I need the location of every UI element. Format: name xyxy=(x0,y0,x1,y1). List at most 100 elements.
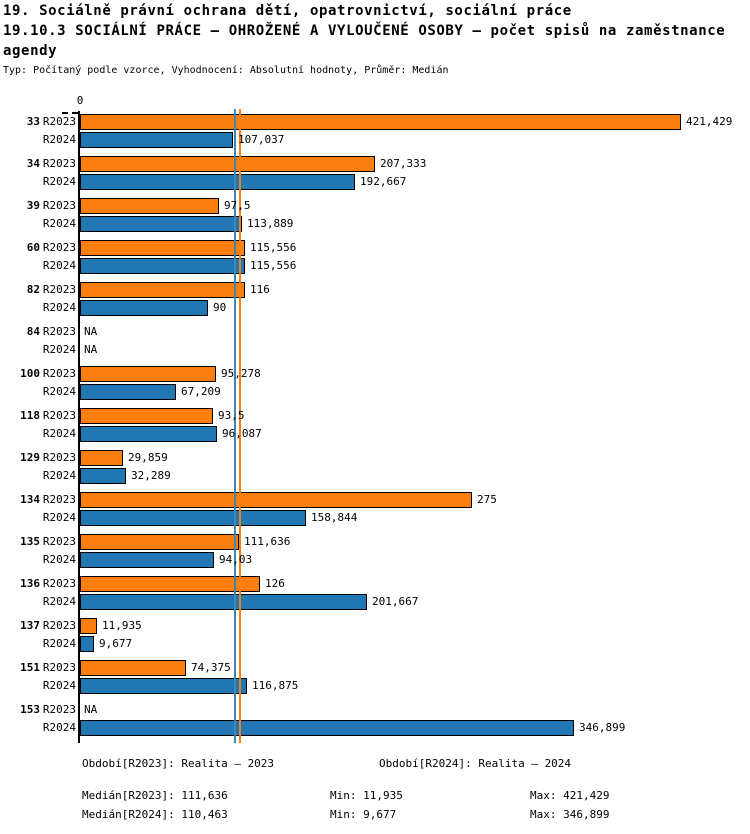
bar-value-label: 29,859 xyxy=(128,451,168,464)
series-label-r2023: R2023 xyxy=(42,325,76,338)
chart-category-label: 153 xyxy=(20,703,40,716)
bar-r2024 xyxy=(80,468,126,484)
bar-r2023 xyxy=(80,660,186,676)
bar-value-label: 74,375 xyxy=(191,661,231,674)
bar-r2024 xyxy=(80,510,306,526)
bar-r2024 xyxy=(80,426,217,442)
series-label-r2023: R2023 xyxy=(42,661,76,674)
page-title: 19. Sociálně právní ochrana dětí, opatro… xyxy=(3,3,572,19)
chart-category-label: 39 xyxy=(26,199,40,212)
bar-r2023 xyxy=(80,618,97,634)
bar-r2023 xyxy=(80,366,216,382)
series-label-r2024: R2024 xyxy=(42,133,76,146)
min-r2024-label: Min: 9,677 xyxy=(330,808,397,821)
series-label-r2023: R2023 xyxy=(42,619,76,632)
bar-value-label: 346,899 xyxy=(579,721,626,734)
bar-r2024 xyxy=(80,552,214,568)
max-r2023-label: Max: 421,429 xyxy=(530,789,610,802)
series-label-r2023: R2023 xyxy=(42,283,76,296)
bar-r2023 xyxy=(80,408,213,424)
bar-r2023 xyxy=(80,534,239,550)
chart-category-label: 136 xyxy=(20,577,40,590)
bar-value-label: 9,677 xyxy=(99,637,133,650)
bar-r2023 xyxy=(80,156,375,172)
bar-value-label: 111,636 xyxy=(244,535,291,548)
bar-r2024 xyxy=(80,216,242,232)
y-axis-line xyxy=(78,111,80,743)
bar-r2024 xyxy=(80,678,247,694)
bar-value-label: 201,667 xyxy=(372,595,419,608)
bar-r2024 xyxy=(80,300,208,316)
bar-value-label: 192,667 xyxy=(360,175,407,188)
bar-r2023 xyxy=(80,282,245,298)
series-label-r2023: R2023 xyxy=(42,157,76,170)
chart-category-label: 134 xyxy=(20,493,40,506)
series-label-r2023: R2023 xyxy=(42,409,76,422)
series-label-r2024: R2024 xyxy=(42,637,76,650)
bar-value-label: 115,556 xyxy=(250,259,297,272)
series-label-r2023: R2023 xyxy=(42,577,76,590)
bar-value-label: 126 xyxy=(265,577,285,590)
bar-value-label: 158,844 xyxy=(311,511,358,524)
chart-category-label: 34 xyxy=(26,157,40,170)
chart-meta-line: Typ: Počítaný podle vzorce, Vyhodnocení:… xyxy=(3,65,449,76)
series-label-r2024: R2024 xyxy=(42,427,76,440)
bar-value-label: 11,935 xyxy=(102,619,142,632)
chart-category-label: 151 xyxy=(20,661,40,674)
series-label-r2024: R2024 xyxy=(42,721,76,734)
chart-category-label: 129 xyxy=(20,451,40,464)
na-label-r2024: NA xyxy=(84,343,98,356)
series-label-r2024: R2024 xyxy=(42,259,76,272)
bar-r2023 xyxy=(80,450,123,466)
bar-value-label: 32,289 xyxy=(131,469,171,482)
bar-value-label: 107,037 xyxy=(238,133,285,146)
series-label-r2023: R2023 xyxy=(42,367,76,380)
bar-r2023 xyxy=(80,576,260,592)
median-line-r2024 xyxy=(234,109,236,743)
bar-r2023 xyxy=(80,114,681,130)
series-label-r2023: R2023 xyxy=(42,199,76,212)
max-r2024-label: Max: 346,899 xyxy=(530,808,610,821)
bar-value-label: 95,278 xyxy=(221,367,261,380)
series-label-r2024: R2024 xyxy=(42,217,76,230)
bar-r2024 xyxy=(80,384,176,400)
bar-r2024 xyxy=(80,720,574,736)
na-label-r2023: NA xyxy=(84,703,98,716)
chart-category-label: 100 xyxy=(20,367,40,380)
bar-r2024 xyxy=(80,594,367,610)
chart-category-label: 60 xyxy=(26,241,40,254)
series-label-r2023: R2023 xyxy=(42,535,76,548)
series-label-r2023: R2023 xyxy=(42,451,76,464)
bar-r2024 xyxy=(80,258,245,274)
median-line-r2023 xyxy=(239,109,241,743)
series-label-r2023: R2023 xyxy=(42,703,76,716)
page-subtitle-cont: agendy xyxy=(3,43,58,59)
bar-value-label: 93,5 xyxy=(218,409,245,422)
bar-value-label: 90 xyxy=(213,301,227,314)
na-label-r2023: NA xyxy=(84,325,98,338)
axis-zero-label: 0 xyxy=(76,94,84,107)
bar-r2024 xyxy=(80,174,355,190)
period-r2023-label: Období[R2023]: Realita – 2023 xyxy=(82,757,275,770)
chart-category-label: 33 xyxy=(26,115,40,128)
series-label-r2024: R2024 xyxy=(42,343,76,356)
bar-value-label: 275 xyxy=(477,493,497,506)
bar-value-label: 207,333 xyxy=(380,157,427,170)
chart-category-label: 137 xyxy=(20,619,40,632)
bar-value-label: 116 xyxy=(250,283,270,296)
chart-category-label: 118 xyxy=(20,409,40,422)
bar-value-label: 113,889 xyxy=(247,217,294,230)
bar-value-label: 115,556 xyxy=(250,241,297,254)
series-label-r2024: R2024 xyxy=(42,175,76,188)
bar-r2023 xyxy=(80,240,245,256)
period-r2024-label: Období[R2024]: Realita – 2024 xyxy=(379,757,572,770)
min-r2023-label: Min: 11,935 xyxy=(330,789,403,802)
bar-r2024 xyxy=(80,636,94,652)
series-label-r2024: R2024 xyxy=(42,553,76,566)
series-label-r2024: R2024 xyxy=(42,679,76,692)
series-label-r2024: R2024 xyxy=(42,511,76,524)
chart-category-label: 84 xyxy=(26,325,40,338)
median-r2023-label: Medián[R2023]: 111,636 xyxy=(82,789,228,802)
series-label-r2024: R2024 xyxy=(42,385,76,398)
